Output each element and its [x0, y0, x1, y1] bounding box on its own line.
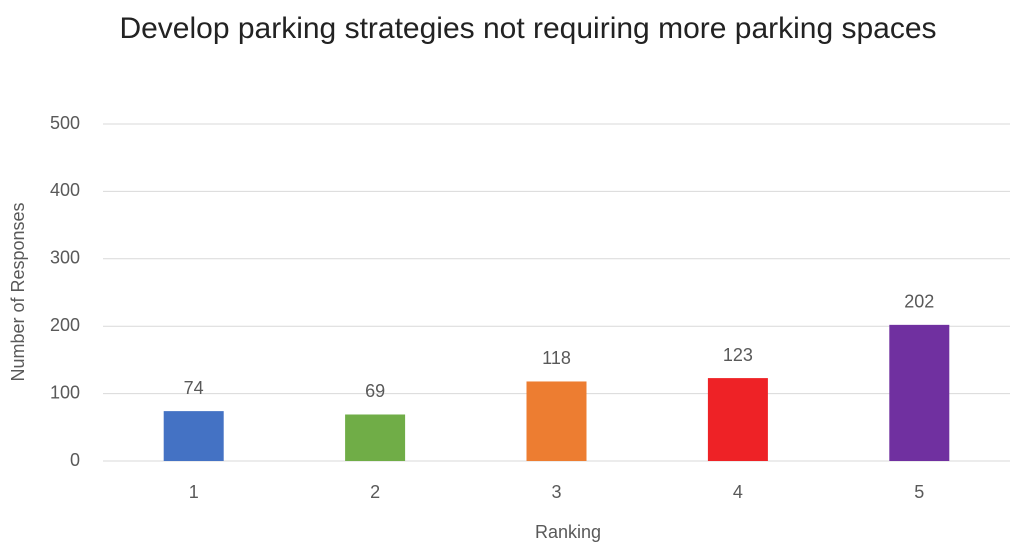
- bar: [526, 381, 587, 461]
- data-label: 69: [365, 381, 385, 401]
- y-tick-label: 200: [50, 315, 80, 335]
- y-axis-label: Number of Responses: [8, 202, 28, 381]
- y-tick-label: 400: [50, 180, 80, 200]
- data-label: 123: [723, 345, 753, 365]
- bar: [345, 414, 406, 461]
- y-tick-label: 100: [50, 382, 80, 402]
- x-tick-label: 5: [914, 482, 924, 502]
- data-label: 202: [904, 292, 934, 312]
- x-tick-label: 1: [189, 482, 199, 502]
- data-label: 74: [184, 378, 204, 398]
- bar: [707, 378, 768, 461]
- y-tick-label: 500: [50, 113, 80, 133]
- x-tick-label: 4: [733, 482, 743, 502]
- data-label: 118: [542, 348, 571, 368]
- bar: [889, 324, 950, 461]
- x-tick-label: 3: [551, 482, 561, 502]
- chart-title: Develop parking strategies not requiring…: [119, 12, 937, 45]
- x-axis-label: Ranking: [535, 522, 601, 542]
- x-tick-label: 2: [370, 482, 380, 502]
- y-tick-label: 0: [70, 450, 80, 470]
- y-tick-label: 300: [50, 248, 80, 268]
- bar: [163, 411, 224, 461]
